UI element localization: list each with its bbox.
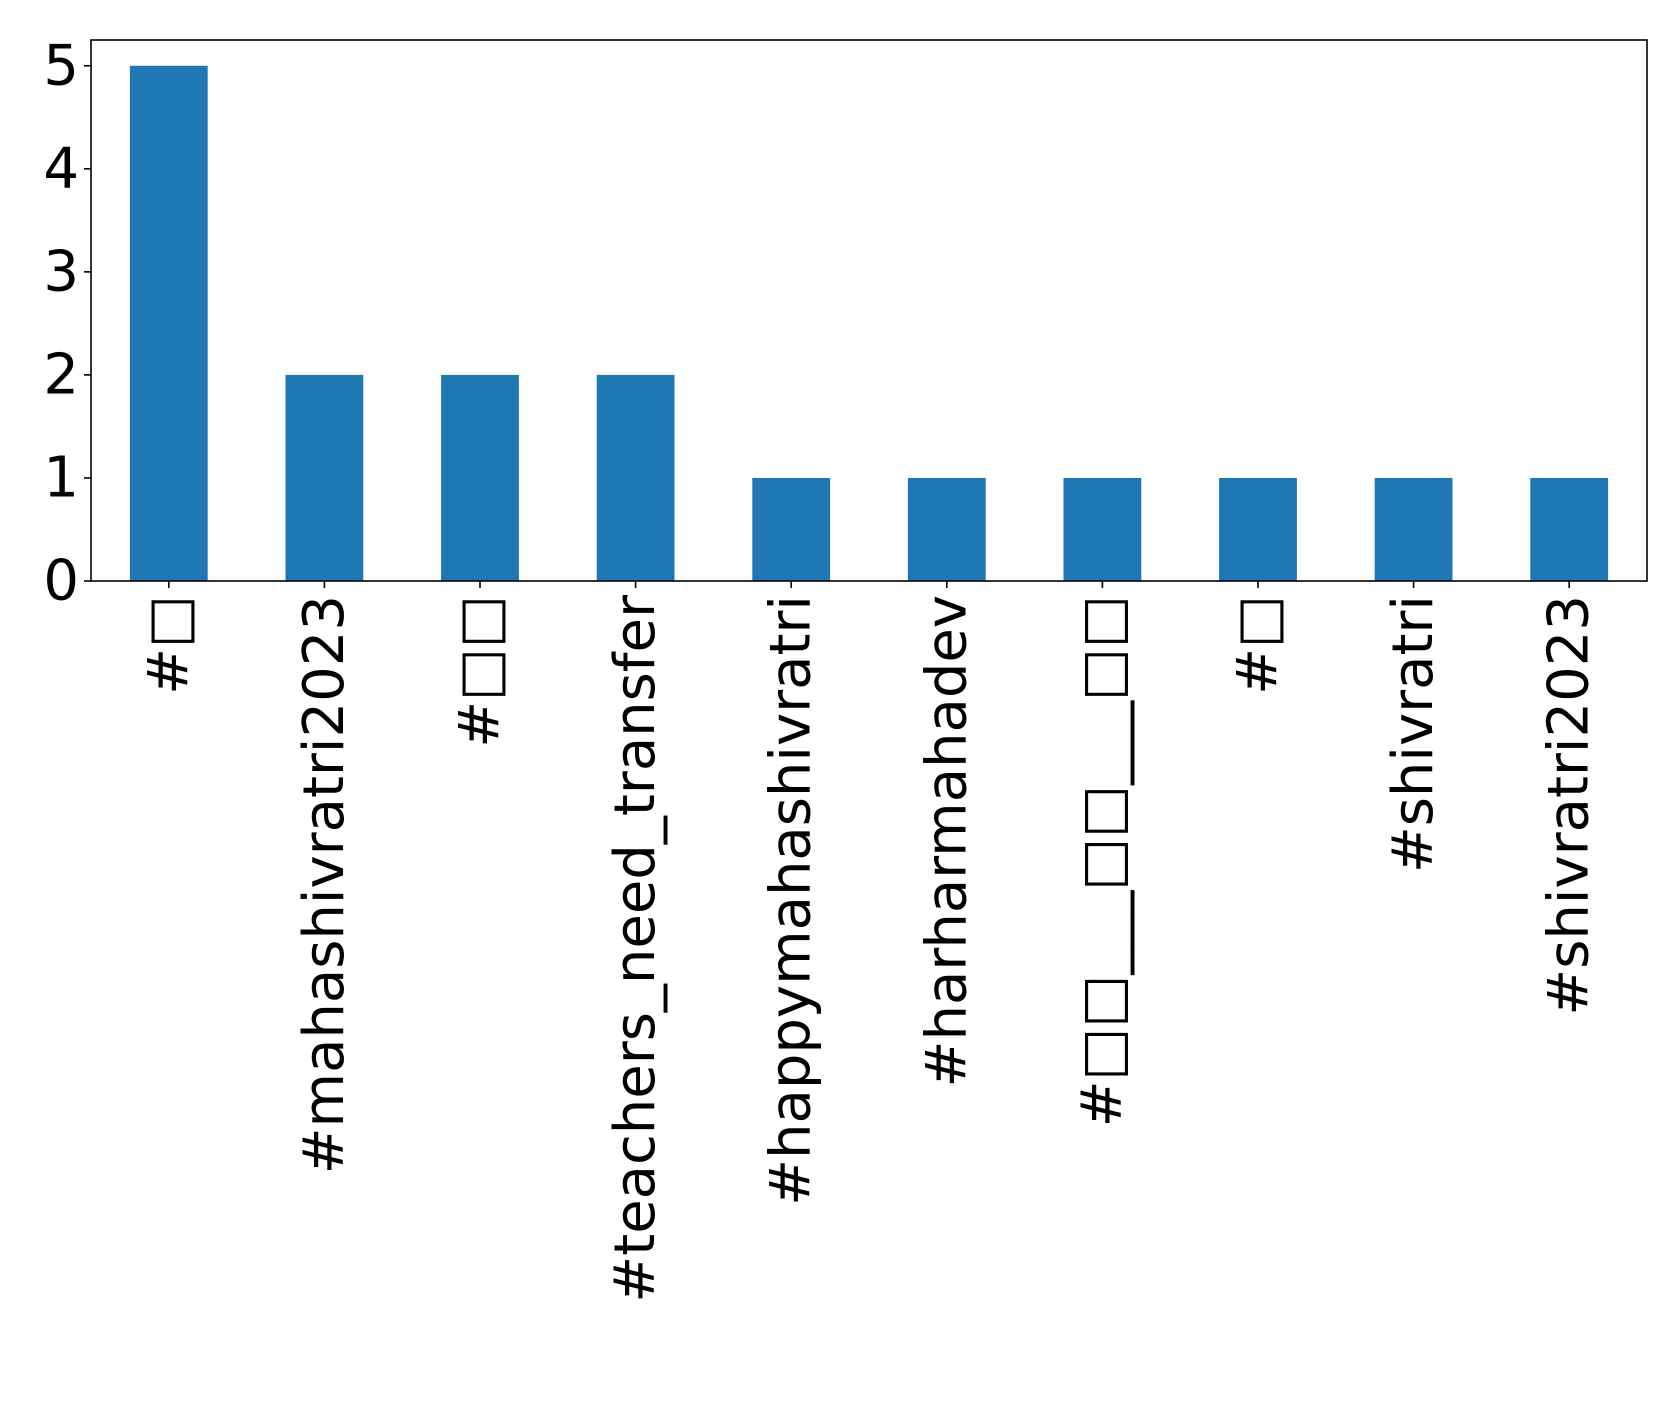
bar	[285, 374, 364, 581]
y-tick-label: 0	[43, 549, 79, 614]
bar	[907, 477, 986, 581]
x-tick-label: #shivratri2023	[1537, 595, 1602, 1016]
bar	[1219, 477, 1297, 581]
bar	[129, 65, 208, 581]
x-tick-label: #shivratri	[1381, 595, 1446, 873]
y-tick-label: 2	[43, 342, 79, 407]
x-tick-label: #mahashivratri2023	[292, 595, 357, 1174]
bar	[441, 374, 519, 581]
bar	[1374, 477, 1453, 581]
bar	[1063, 477, 1142, 581]
x-tick-label: #□	[1226, 595, 1291, 695]
bar	[596, 374, 675, 581]
y-tick-label: 1	[43, 445, 79, 510]
y-tick-label: 5	[43, 33, 79, 98]
x-axis: #□ #mahashivratri2023 #□□ #teachers_need_tr…	[136, 581, 1602, 1303]
y-axis: 0 1 2 3 4 5	[43, 33, 91, 614]
x-tick-label: #□□___□□___□□	[1070, 595, 1135, 1127]
bar	[752, 477, 831, 581]
bars-group	[129, 65, 1609, 581]
x-tick-label: #□□	[448, 595, 513, 748]
y-tick-label: 3	[43, 239, 79, 304]
plot-frame	[90, 39, 1648, 582]
x-tick-label: #teachers_need_transfer	[603, 594, 668, 1303]
x-tick-label: #happymahashivratri	[759, 595, 824, 1206]
y-tick-label: 4	[43, 136, 79, 201]
x-tick-label: #□	[136, 595, 201, 695]
x-tick-label: #harharmahadev	[914, 595, 979, 1087]
bar	[1530, 477, 1609, 581]
